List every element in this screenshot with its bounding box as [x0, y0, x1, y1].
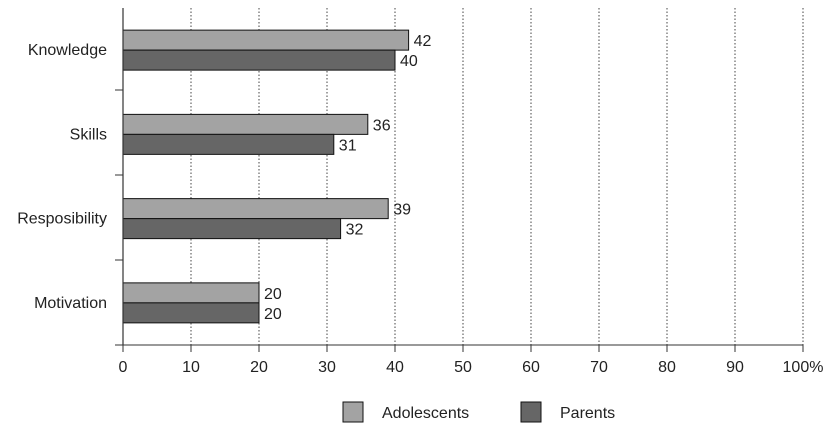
x-tick-label: 20 — [250, 359, 268, 376]
category-label: Motivation — [34, 295, 107, 312]
bar-adolescents — [122, 29, 410, 51]
bars — [122, 29, 410, 324]
legend: Adolescents Parents — [342, 401, 615, 423]
category-label: Resposibility — [17, 211, 107, 228]
x-tick-label: 10 — [182, 359, 200, 376]
legend-swatch — [342, 401, 364, 423]
x-tick-label: 40 — [386, 359, 404, 376]
bar-adolescents — [122, 282, 260, 304]
legend-label: Adolescents — [382, 405, 469, 422]
x-tick-label: 60 — [522, 359, 540, 376]
bar-parents — [122, 133, 335, 155]
data-label: 20 — [264, 286, 282, 303]
category-label: Knowledge — [28, 42, 107, 59]
labels: 0 10 20 30 40 50 60 70 80 90 100% Knowledge 42 40 Skil… — [17, 33, 823, 376]
bar-parents — [122, 218, 342, 240]
data-label: 40 — [400, 53, 418, 70]
data-label: 42 — [414, 33, 432, 50]
x-tick-label: 80 — [658, 359, 676, 376]
x-tick-label: 100% — [783, 359, 824, 376]
bar-adolescents — [122, 113, 369, 135]
x-tick-label: 30 — [318, 359, 336, 376]
data-label: 20 — [264, 306, 282, 323]
axes — [115, 8, 804, 352]
legend-swatch — [520, 401, 542, 423]
legend-label: Parents — [560, 405, 615, 422]
x-tick-label: 50 — [454, 359, 472, 376]
bar-adolescents — [122, 198, 389, 220]
data-label: 31 — [339, 137, 357, 154]
category-label: Skills — [70, 126, 107, 143]
x-tick-label: 0 — [119, 359, 128, 376]
x-tick-label: 70 — [590, 359, 608, 376]
bar-parents — [122, 302, 260, 324]
data-label: 32 — [346, 222, 364, 239]
data-label: 39 — [393, 202, 411, 219]
bar-parents — [122, 49, 396, 71]
data-label: 36 — [373, 117, 391, 134]
x-tick-label: 90 — [726, 359, 744, 376]
